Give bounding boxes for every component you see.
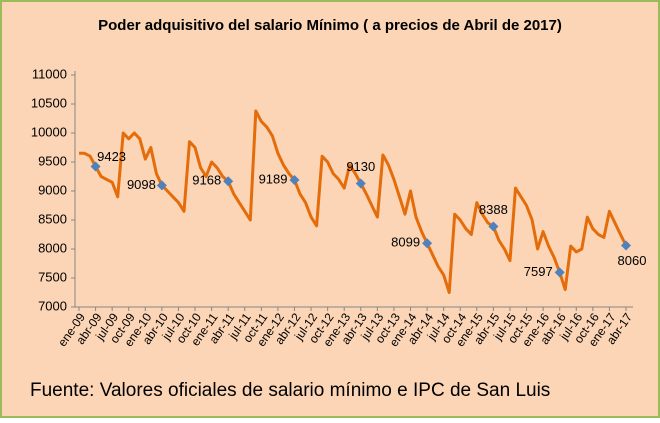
- data-label: 8099: [391, 235, 420, 250]
- marker: [223, 176, 234, 187]
- data-label: 8060: [618, 253, 647, 268]
- data-label: 7597: [524, 264, 553, 279]
- title-box: Poder adquisitivo del salario Mínimo ( a…: [98, 17, 562, 34]
- series-line: [79, 109, 628, 294]
- y-tick-label: 9000: [38, 182, 67, 197]
- y-tick-label: 7000: [38, 298, 67, 313]
- marker: [90, 161, 101, 172]
- marker: [355, 178, 366, 189]
- data-label: 9423: [97, 149, 126, 164]
- y-tick-label: 9500: [38, 153, 67, 168]
- marker: [621, 240, 631, 251]
- y-tick-label: 7500: [38, 269, 67, 284]
- data-label: 9130: [346, 159, 375, 174]
- y-tick-label: 10500: [31, 95, 67, 110]
- y-tick-label: 11000: [32, 66, 67, 81]
- y-tick-label: 8500: [38, 211, 67, 226]
- marker: [554, 267, 565, 278]
- data-label: 8388: [479, 202, 508, 217]
- marker: [488, 221, 499, 232]
- y-tick-label: 8000: [38, 240, 67, 255]
- y-tick-label: 10000: [31, 124, 67, 139]
- footnote: Fuente: Valores oficiales de salario mín…: [30, 380, 550, 401]
- marker: [289, 175, 300, 186]
- chart-title: Poder adquisitivo del salario Mínimo ( a…: [98, 17, 562, 34]
- data-label: 9168: [192, 173, 221, 188]
- marker: [156, 180, 167, 191]
- data-label: 9098: [127, 177, 156, 192]
- data-label: 9189: [259, 171, 288, 186]
- marker: [422, 238, 433, 249]
